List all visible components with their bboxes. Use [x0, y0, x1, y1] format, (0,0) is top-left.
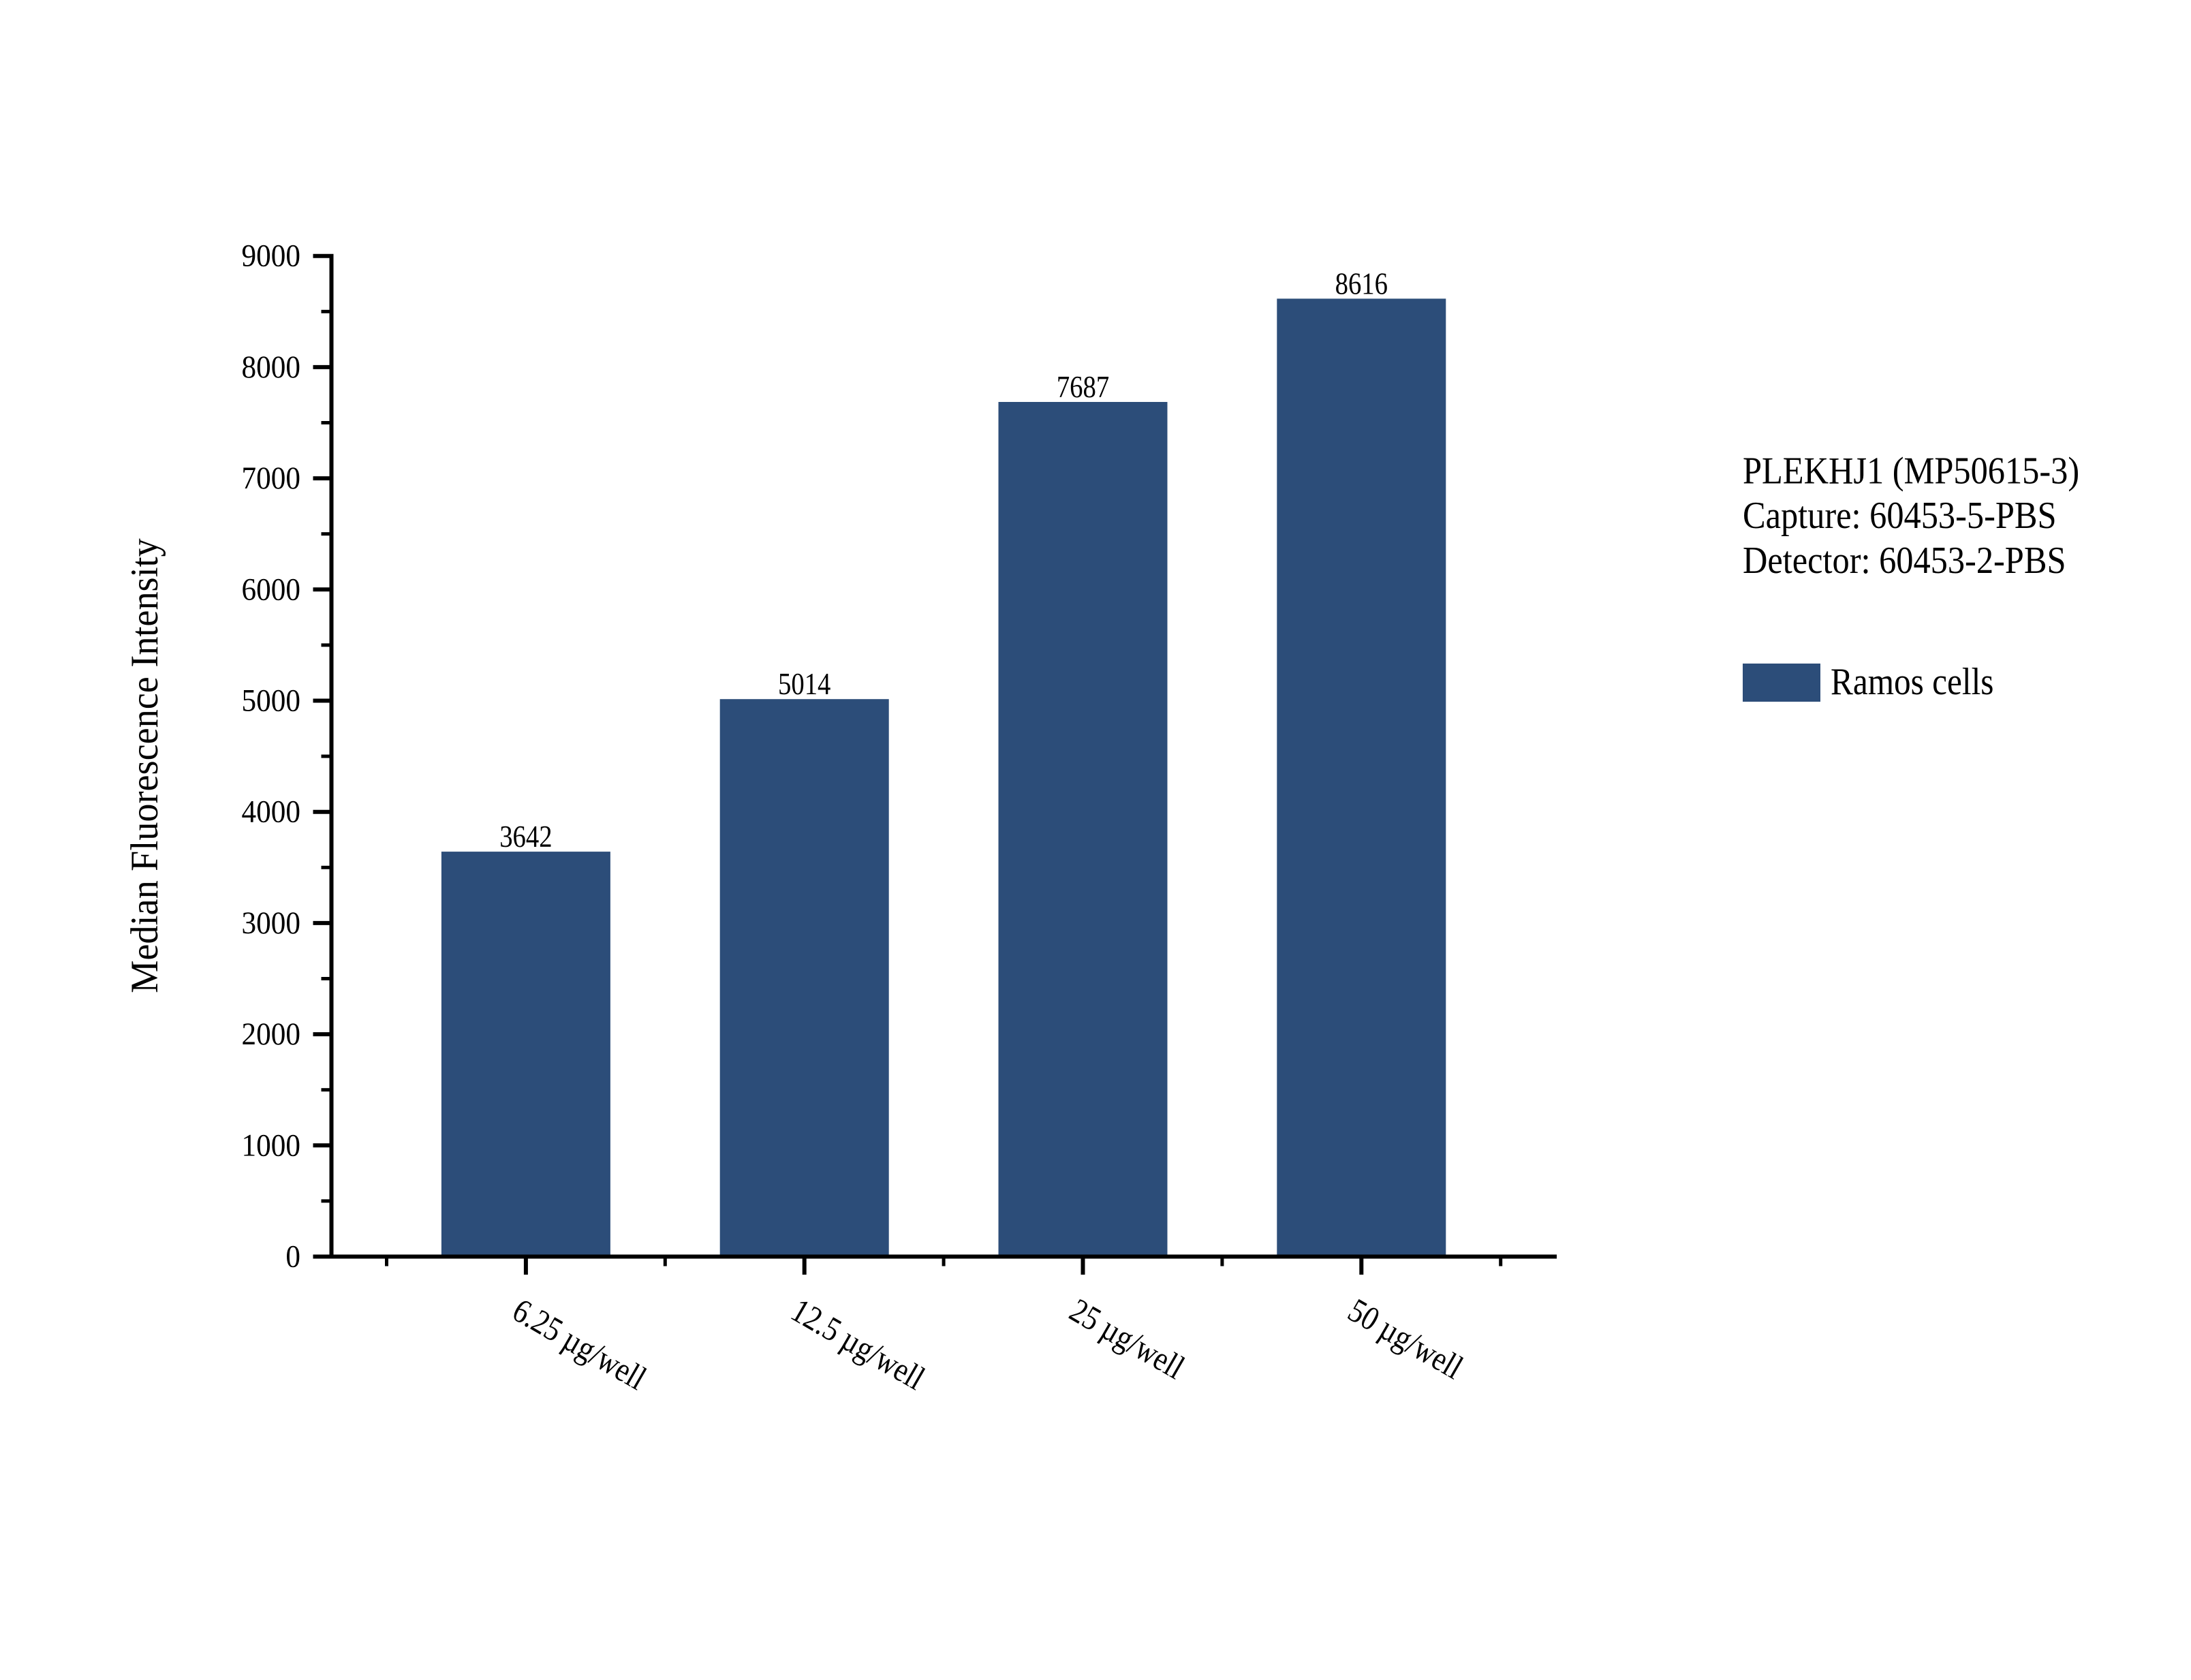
svg-text:Ramos cells: Ramos cells — [1831, 661, 1993, 703]
svg-text:3000: 3000 — [242, 905, 300, 940]
svg-text:9000: 9000 — [242, 238, 300, 273]
svg-text:PLEKHJ1 (MP50615-3): PLEKHJ1 (MP50615-3) — [1743, 450, 2079, 492]
svg-text:Median Fluorescence Intensity: Median Fluorescence Intensity — [123, 538, 167, 993]
svg-text:3642: 3642 — [499, 820, 552, 854]
svg-text:Detector: 60453-2-PBS: Detector: 60453-2-PBS — [1743, 540, 2066, 582]
svg-text:2000: 2000 — [242, 1016, 300, 1051]
svg-text:4000: 4000 — [242, 794, 300, 829]
svg-text:5000: 5000 — [242, 683, 300, 718]
svg-text:7687: 7687 — [1057, 371, 1109, 404]
svg-text:6000: 6000 — [242, 572, 300, 607]
svg-text:8000: 8000 — [242, 349, 300, 384]
svg-text:5014: 5014 — [778, 668, 830, 702]
svg-text:7000: 7000 — [242, 460, 300, 495]
svg-text:1000: 1000 — [242, 1127, 300, 1163]
svg-text:Capture: 60453-5-PBS: Capture: 60453-5-PBS — [1743, 494, 2057, 536]
svg-text:8616: 8616 — [1335, 268, 1388, 301]
svg-text:0: 0 — [285, 1239, 300, 1274]
